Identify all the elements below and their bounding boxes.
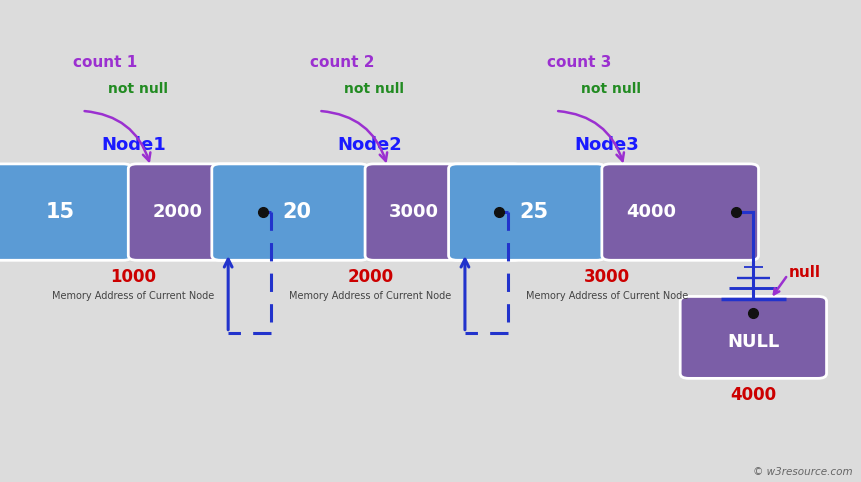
Text: 15: 15 xyxy=(46,202,75,222)
Text: 2000: 2000 xyxy=(152,203,202,221)
FancyBboxPatch shape xyxy=(0,164,132,260)
Text: Node3: Node3 xyxy=(574,135,640,154)
Text: Memory Address of Current Node: Memory Address of Current Node xyxy=(526,292,688,301)
Text: Memory Address of Current Node: Memory Address of Current Node xyxy=(53,292,214,301)
Text: null: null xyxy=(789,265,821,280)
Text: not null: not null xyxy=(108,82,168,96)
FancyBboxPatch shape xyxy=(128,164,285,260)
Text: Node1: Node1 xyxy=(101,135,166,154)
FancyBboxPatch shape xyxy=(365,164,522,260)
FancyBboxPatch shape xyxy=(680,296,827,378)
Text: 1000: 1000 xyxy=(110,268,157,286)
Text: not null: not null xyxy=(344,82,405,96)
Text: 3000: 3000 xyxy=(389,203,439,221)
Text: Node2: Node2 xyxy=(338,135,403,154)
Text: 4000: 4000 xyxy=(626,203,676,221)
FancyBboxPatch shape xyxy=(602,164,759,260)
Text: 25: 25 xyxy=(519,202,548,222)
FancyBboxPatch shape xyxy=(212,164,369,260)
Text: count 1: count 1 xyxy=(73,55,138,70)
Text: Memory Address of Current Node: Memory Address of Current Node xyxy=(289,292,451,301)
FancyBboxPatch shape xyxy=(449,164,605,260)
Text: 3000: 3000 xyxy=(584,268,630,286)
Text: 4000: 4000 xyxy=(730,386,777,404)
Text: © w3resource.com: © w3resource.com xyxy=(753,467,852,477)
Text: NULL: NULL xyxy=(728,333,779,351)
Text: 2000: 2000 xyxy=(347,268,393,286)
Text: not null: not null xyxy=(581,82,641,96)
Text: 20: 20 xyxy=(282,202,312,222)
Text: count 3: count 3 xyxy=(547,55,611,70)
Text: count 2: count 2 xyxy=(310,55,375,70)
